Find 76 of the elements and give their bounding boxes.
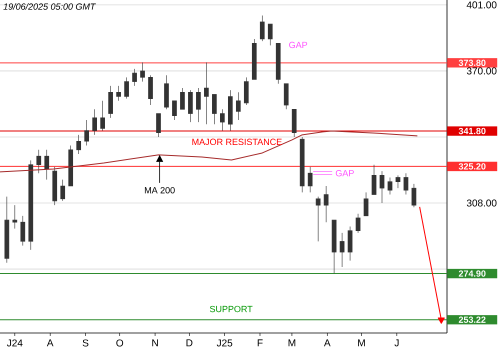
candlestick — [132, 68, 137, 86]
candlestick — [412, 184, 416, 208]
candlestick — [204, 62, 209, 125]
x-tick-label: J — [394, 339, 399, 346]
x-tick-label: A — [324, 339, 331, 346]
candlestick — [276, 42, 281, 84]
candlestick — [220, 108, 225, 131]
candlestick — [140, 62, 145, 82]
candlestick — [164, 74, 169, 110]
candlestick — [4, 196, 10, 263]
candlestick — [12, 204, 18, 229]
annotation: 19/06/2025 05:00 GMT — [3, 3, 96, 10]
candlestick — [292, 108, 297, 138]
candlestick — [332, 220, 336, 274]
candlestick — [340, 232, 344, 268]
candlestick — [148, 74, 153, 106]
candlestick — [236, 92, 241, 120]
annotation: MA 200 — [144, 187, 175, 194]
candlestick — [156, 113, 161, 138]
x-tick-label: A — [46, 339, 54, 346]
annotation: GAP — [336, 170, 354, 176]
candlestick — [100, 100, 105, 131]
annotation: GAP — [289, 42, 308, 48]
candlestick — [44, 149, 50, 180]
candlestick — [268, 24, 273, 46]
x-tick-label: F — [258, 339, 263, 346]
y-tick-label: 401.00 — [466, 1, 497, 8]
candlestick — [180, 88, 185, 110]
candlestick — [92, 108, 97, 136]
candlestick — [60, 179, 66, 202]
candlestick — [324, 186, 328, 223]
candlestick — [308, 166, 313, 193]
ref-line-label: 341.80 — [458, 128, 486, 134]
candlestick — [404, 172, 408, 195]
candlestick — [84, 120, 90, 146]
x-tick-label: J25 — [216, 339, 232, 346]
candlestick — [52, 166, 58, 206]
x-tick-label: M — [358, 339, 365, 346]
candlestick — [244, 77, 249, 106]
x-tick-label: M — [288, 339, 296, 346]
ref-line-label: 253.22 — [458, 316, 486, 323]
x-tick-label: N — [152, 339, 158, 346]
x-tick-label: D — [186, 339, 192, 346]
candlestick — [108, 86, 113, 118]
candlestick — [348, 226, 352, 261]
candlestick — [116, 86, 121, 102]
x-tick-label: J24 — [6, 339, 23, 346]
candlestick — [356, 213, 360, 234]
candlestick — [252, 38, 257, 80]
ref-line-label: 325.20 — [458, 163, 486, 170]
candlestick — [380, 170, 384, 204]
candlestick — [196, 88, 201, 122]
candlestick — [76, 134, 82, 154]
candlestick — [20, 216, 26, 246]
candlestick — [188, 90, 193, 122]
candlestick — [316, 196, 320, 242]
candlestick — [260, 15, 265, 42]
y-tick-label: 370.00 — [466, 67, 497, 74]
candlestick — [228, 90, 233, 131]
candlestick — [364, 192, 368, 216]
ref-line-label: 373.80 — [458, 60, 486, 66]
candlestick — [284, 83, 289, 110]
candlestick — [388, 177, 392, 195]
x-tick-label: S — [82, 339, 88, 346]
candlestick — [372, 164, 376, 195]
candlestick — [124, 77, 129, 99]
ref-line-label: 274.90 — [458, 270, 486, 277]
candlestick — [36, 149, 42, 174]
candlestick — [172, 100, 177, 120]
y-tick-label: 308.00 — [466, 200, 497, 207]
x-tick-label: O — [116, 339, 124, 346]
candlestick — [212, 94, 217, 125]
candlestick — [396, 175, 400, 188]
candlestick — [300, 136, 305, 193]
annotation: SUPPORT — [210, 306, 252, 312]
annotation: MAJOR RESISTANCE — [192, 138, 282, 146]
